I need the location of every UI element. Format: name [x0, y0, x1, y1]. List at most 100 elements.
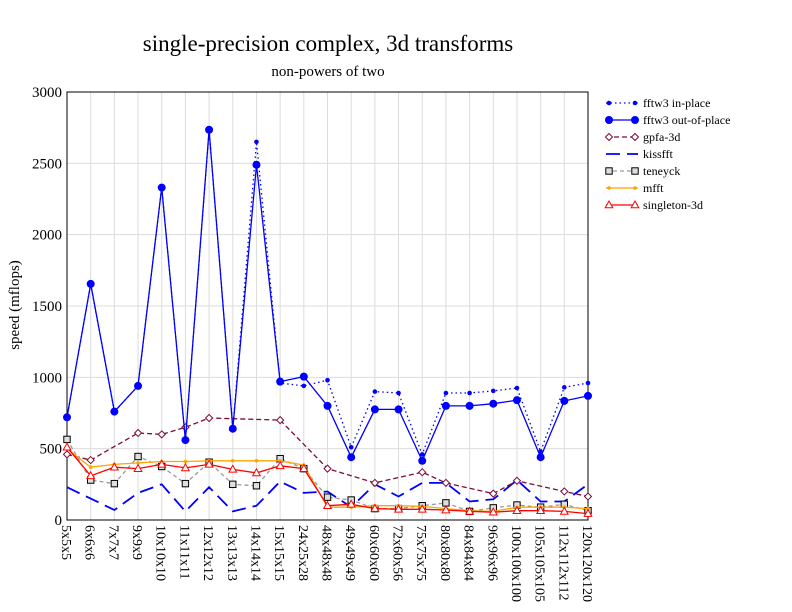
data-point — [251, 467, 262, 477]
data-point — [252, 160, 261, 169]
data-point — [559, 506, 569, 515]
y-tick-label: 2500 — [32, 156, 62, 172]
y-tick-label: 1500 — [32, 299, 62, 315]
x-tick-label: 105x105x105 — [532, 525, 547, 602]
data-point — [136, 461, 140, 465]
grid — [66, 91, 589, 521]
x-tick-label: 10x10x10 — [153, 525, 168, 581]
chart-subtitle: non-powers of two — [271, 64, 384, 80]
legend-marker — [630, 132, 640, 142]
plot-frame — [66, 91, 589, 521]
data-point — [396, 390, 401, 396]
data-point — [323, 401, 332, 410]
data-point — [347, 453, 356, 462]
legend-marker — [604, 132, 614, 142]
legend-item: fftw3 in-place — [606, 96, 710, 110]
x-tick-label: 120x120x120 — [579, 525, 594, 602]
series-gpfa-3d — [62, 413, 593, 501]
x-tick-label: 5x5x5 — [58, 525, 73, 560]
legend-item: fftw3 out-of-place — [605, 113, 730, 127]
x-tick-label: 72x60x56 — [390, 525, 405, 581]
data-point — [585, 380, 591, 386]
data-point — [583, 492, 593, 501]
data-point — [372, 389, 378, 394]
x-tick-label: 6x6x6 — [82, 525, 97, 560]
x-tick-label: 75x75x75 — [413, 525, 428, 581]
data-point — [393, 504, 404, 513]
data-point — [299, 372, 308, 381]
series-line — [66, 439, 589, 513]
x-tick-label: 14x14x14 — [247, 525, 262, 581]
data-point — [204, 413, 214, 423]
legend-marker — [606, 100, 612, 106]
legend-label: mfft — [643, 181, 664, 195]
y-tick-label: 2000 — [32, 228, 62, 244]
data-point — [441, 401, 450, 410]
data-point — [109, 462, 120, 471]
y-axis: 0 500 1000 1500 2000 2500 3000 — [32, 85, 62, 529]
data-point — [443, 390, 449, 396]
data-point — [512, 476, 522, 485]
legend-marker — [604, 199, 614, 209]
legend-item: singleton-3d — [604, 198, 703, 212]
series-fftw3-out-of-place — [63, 125, 592, 465]
data-point — [467, 390, 472, 396]
data-point — [536, 453, 545, 462]
data-point — [489, 489, 498, 498]
legend-marker — [607, 186, 611, 190]
data-point — [348, 444, 354, 450]
legend-label: gpfa-3d — [643, 130, 680, 144]
data-point — [489, 399, 498, 408]
data-point — [275, 415, 285, 425]
data-point — [183, 459, 188, 464]
data-point — [181, 423, 190, 432]
x-tick-label: 84x84x84 — [461, 525, 476, 581]
y-axis-label: speed (mflops) — [7, 260, 23, 350]
data-point — [323, 464, 332, 473]
data-point — [535, 505, 546, 515]
data-point — [110, 479, 119, 488]
data-point — [157, 430, 166, 439]
x-tick-label: 12x12x12 — [200, 525, 215, 581]
data-point — [181, 479, 190, 488]
legend: fftw3 in-place fftw3 out-of-place gpfa-3d k… — [604, 96, 730, 212]
data-point — [490, 388, 496, 394]
data-point — [181, 436, 190, 445]
x-tick-label: 112x112x112 — [555, 525, 570, 600]
data-point — [441, 478, 451, 488]
y-tick-label: 500 — [40, 442, 63, 458]
data-point — [394, 405, 403, 414]
data-point — [63, 413, 71, 422]
data-point — [86, 455, 95, 465]
series-kissfft — [66, 478, 589, 513]
data-point — [275, 460, 285, 470]
data-point — [254, 139, 259, 145]
data-point — [88, 465, 93, 470]
y-tick-label: 0 — [55, 513, 63, 529]
data-point — [63, 435, 71, 444]
legend-label: singleton-3d — [643, 198, 703, 212]
data-point — [370, 478, 380, 488]
data-point — [584, 391, 592, 400]
data-point — [252, 482, 261, 490]
legend-item: gpfa-3d — [604, 130, 680, 144]
legend-marker — [605, 116, 613, 124]
data-point — [418, 456, 427, 465]
series-group — [62, 125, 593, 517]
data-point — [157, 183, 166, 192]
data-point — [254, 458, 259, 463]
data-point — [419, 452, 425, 457]
data-point — [370, 503, 380, 512]
data-point — [514, 385, 520, 391]
data-point — [512, 396, 521, 405]
series-teneyck — [63, 435, 592, 516]
data-point — [512, 505, 522, 515]
data-point — [134, 381, 143, 390]
series-line — [66, 478, 589, 513]
x-tick-label: 48x48x48 — [319, 525, 334, 581]
x-tick-label: 24x25x28 — [295, 525, 310, 581]
data-point — [488, 507, 498, 516]
legend-label: fftw3 in-place — [643, 96, 710, 110]
data-point — [465, 401, 474, 410]
